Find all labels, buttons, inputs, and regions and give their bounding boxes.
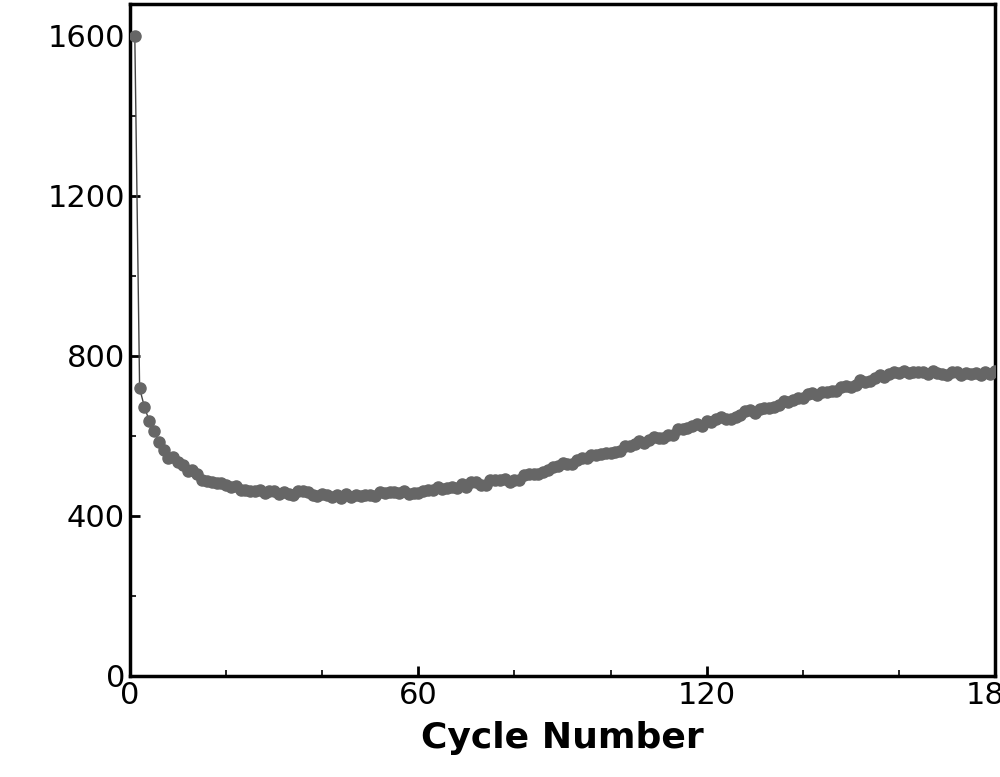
X-axis label: Cycle Number: Cycle Number <box>421 721 704 755</box>
